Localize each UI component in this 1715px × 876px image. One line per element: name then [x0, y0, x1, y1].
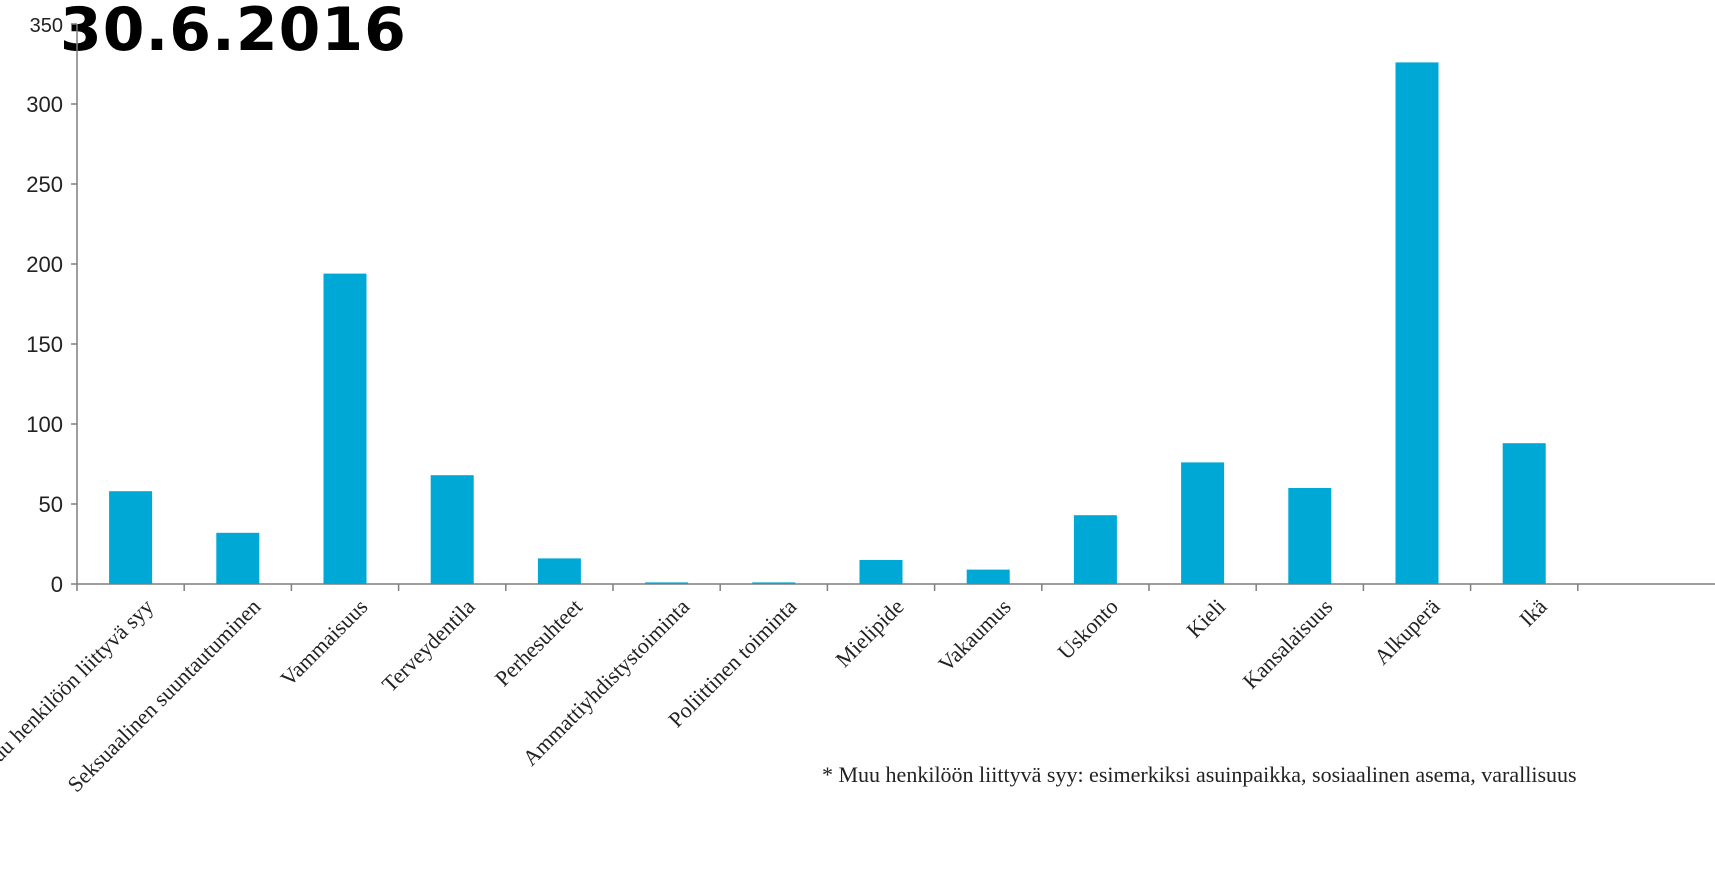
y-tick-label: 50	[39, 492, 63, 517]
x-tick-label: Kansalaisuus	[1238, 594, 1338, 694]
x-tick-label: Perhesuhteet	[490, 594, 587, 691]
y-tick-label: 350	[30, 15, 63, 37]
bar	[752, 582, 796, 584]
bar	[109, 491, 153, 584]
bar	[1395, 62, 1439, 584]
bar	[645, 582, 689, 584]
bar	[1288, 488, 1332, 584]
bar	[1502, 443, 1546, 584]
x-tick-label: Kieli	[1181, 594, 1230, 643]
bar	[966, 569, 1010, 584]
x-tick-label: Terveydentila	[377, 594, 480, 697]
y-tick-label: 100	[26, 412, 63, 437]
y-tick-label: 300	[26, 92, 63, 117]
y-tick-label: 0	[51, 572, 63, 597]
bar	[1073, 515, 1117, 584]
bar	[216, 532, 260, 584]
x-tick-label: Vakaumus	[933, 594, 1015, 676]
x-tick-label: Ikä	[1514, 594, 1552, 632]
x-tick-label: Alkuperä	[1369, 594, 1445, 670]
y-tick-label: 250	[26, 172, 63, 197]
x-tick-label: Uskonto	[1053, 594, 1123, 664]
x-tick-label: Muu henkilöön liittyvä syy	[0, 594, 158, 781]
y-tick-label: 150	[26, 332, 63, 357]
bar	[859, 560, 903, 584]
x-tick-label: Vammaisuus	[275, 594, 372, 691]
bar	[537, 558, 581, 584]
footnote: * Muu henkilöön liittyvä syy: esimerkiks…	[822, 762, 1577, 787]
y-tick-label: 200	[26, 252, 63, 277]
x-tick-label: Mielipide	[830, 594, 908, 672]
bar	[1181, 462, 1225, 584]
chart-title: 30.6.2016	[60, 0, 407, 65]
bar	[430, 475, 474, 584]
bar	[323, 273, 367, 584]
x-tick-label: Seksuaalinen suuntautuminen	[62, 594, 265, 797]
